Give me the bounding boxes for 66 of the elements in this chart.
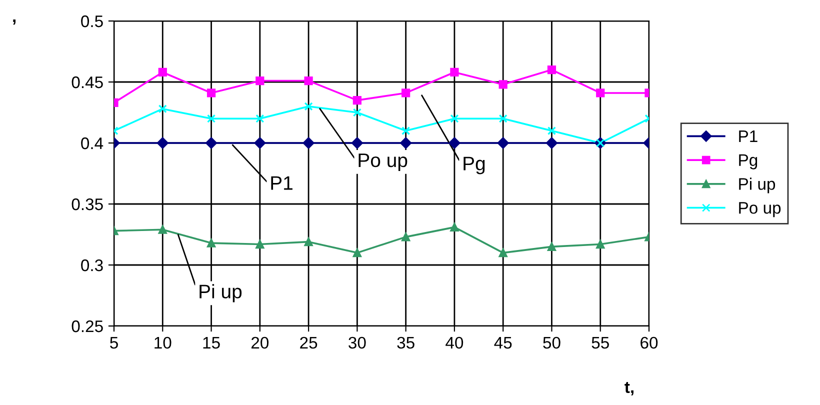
y-tick-label: 0.4: [81, 137, 104, 150]
point: [158, 225, 167, 234]
legend-label: P1: [739, 130, 758, 142]
point: [547, 242, 556, 252]
point: [304, 76, 313, 86]
x-tick-label: 5: [110, 337, 118, 349]
point: [498, 80, 508, 89]
annotation: Pg: [464, 156, 485, 174]
point: [450, 222, 459, 232]
point: [352, 248, 362, 258]
legend-label: Pg: [739, 154, 758, 170]
x-tick-label: 25: [300, 336, 318, 349]
point: [351, 137, 363, 149]
x-tick-label: 20: [251, 336, 269, 349]
point: [402, 232, 410, 242]
point: [206, 137, 218, 149]
point: [596, 240, 605, 249]
point: [304, 102, 313, 111]
y-tick-label: 0.35: [72, 198, 103, 210]
point: [256, 114, 264, 123]
x-tick-label: 50: [543, 336, 560, 349]
point: [448, 137, 460, 149]
y-tick-label: 0.5: [81, 15, 103, 28]
point: [450, 68, 459, 77]
point: [206, 238, 216, 248]
point: [156, 137, 168, 149]
point: [498, 114, 508, 123]
point: [256, 240, 264, 249]
y-tick-label: 0.45: [72, 76, 103, 88]
annotation: Pi up: [200, 284, 242, 302]
x-tick-label: 55: [592, 337, 609, 349]
point: [158, 68, 167, 77]
point: [402, 88, 410, 98]
point: [498, 248, 508, 258]
point: [497, 137, 509, 149]
point: [546, 137, 558, 149]
y-tick-label: 0.3: [81, 259, 103, 272]
point: [547, 126, 556, 136]
legend-label: Pi up: [739, 178, 776, 194]
x-tick-label: 45: [494, 337, 512, 349]
point: [206, 114, 216, 123]
y-axis-title: ,: [13, 20, 16, 25]
x-tick-label: 10: [154, 336, 172, 349]
point: [400, 137, 412, 149]
x-tick-label: 35: [397, 336, 414, 349]
point: [596, 88, 605, 98]
y-tick-label: 0.25: [72, 320, 103, 332]
point: [254, 137, 266, 149]
point: [206, 88, 216, 98]
x-tick-label: 30: [348, 336, 366, 349]
point: [352, 96, 362, 105]
point: [158, 104, 167, 114]
point: [256, 76, 264, 86]
point: [304, 238, 313, 246]
point: [547, 65, 556, 74]
annotation: P1: [271, 176, 292, 190]
x-axis-title: t,: [624, 382, 634, 396]
x-tick-label: 60: [640, 336, 658, 349]
point: [352, 108, 362, 117]
annotation: Po up: [358, 154, 408, 172]
point: [402, 126, 410, 136]
point: [302, 137, 314, 149]
x-tick-label: 15: [203, 337, 220, 349]
x-tick-label: 40: [446, 336, 464, 349]
legend-label: Po up: [739, 202, 781, 218]
point: [450, 114, 459, 123]
